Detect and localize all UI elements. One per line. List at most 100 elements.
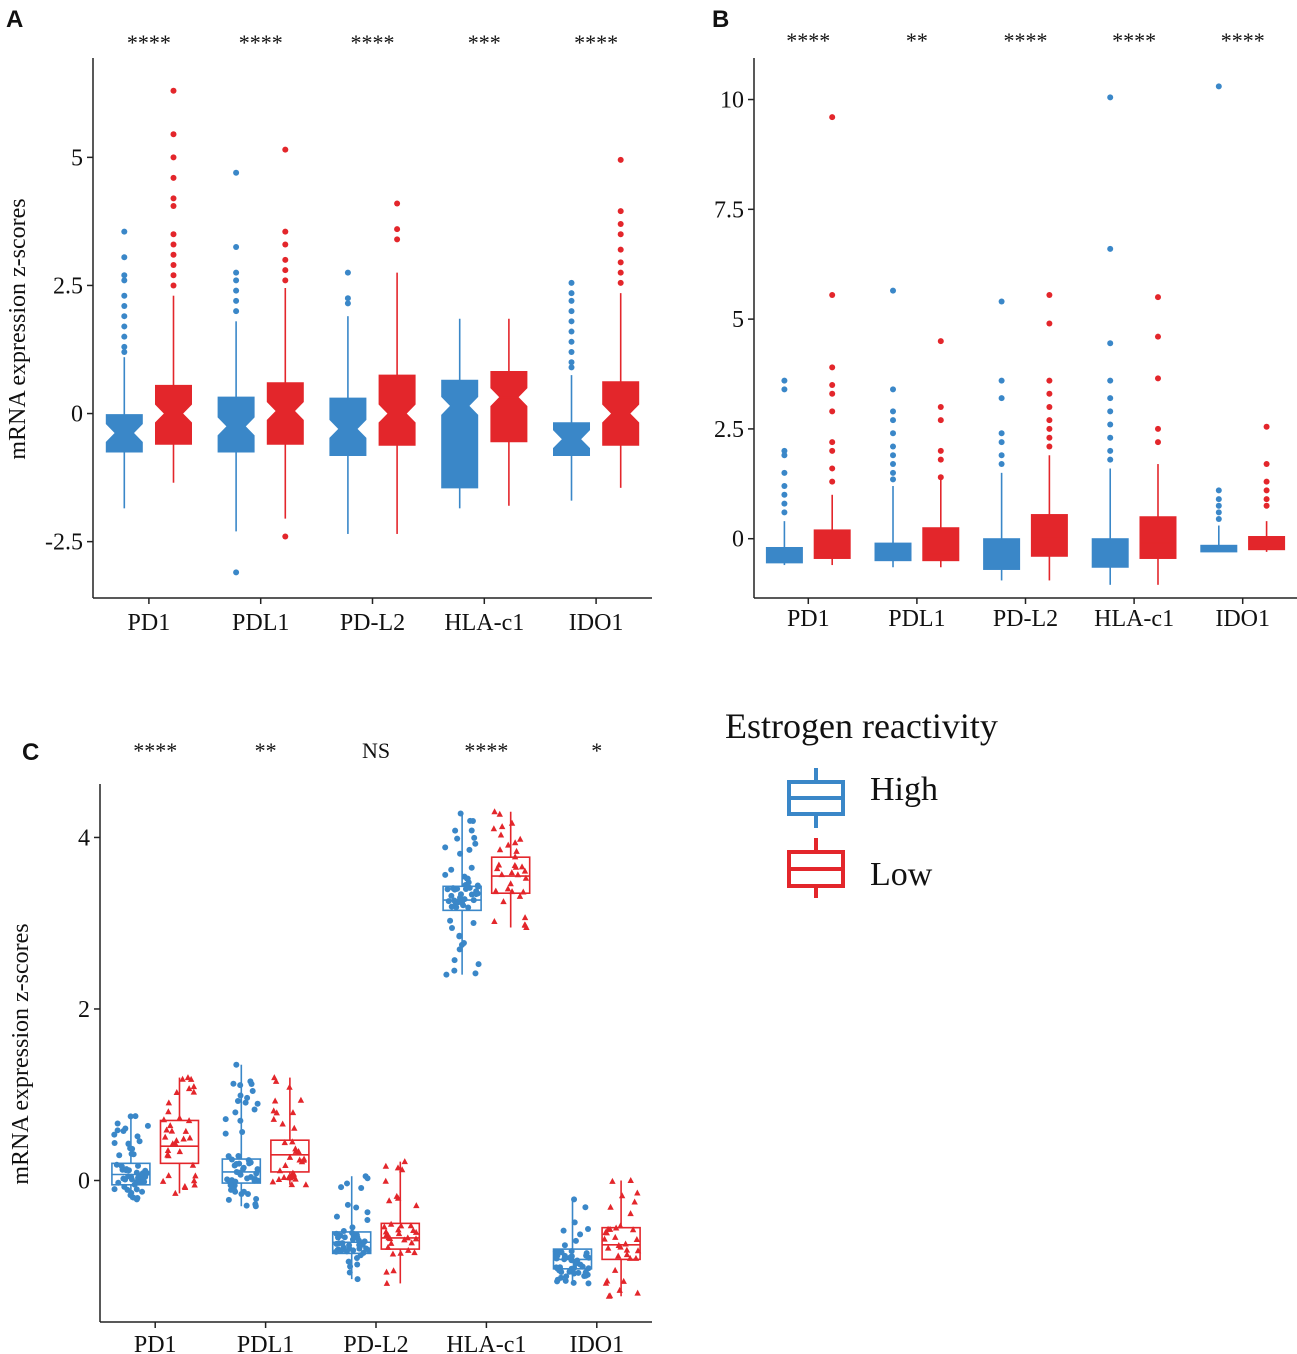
- jitter-point: [496, 810, 503, 817]
- outlier-point: [170, 154, 177, 161]
- jitter-point: [511, 839, 519, 846]
- jitter-point: [408, 1239, 415, 1246]
- jitter-point: [349, 1229, 356, 1236]
- jitter-point: [179, 1075, 186, 1082]
- jitter-point: [397, 1249, 404, 1256]
- jitter-point: [254, 1177, 261, 1184]
- outlier-point: [829, 390, 836, 397]
- jitter-point: [634, 1189, 641, 1196]
- box-high-ido1: [553, 279, 591, 501]
- outlier-point: [1107, 434, 1114, 441]
- outlier-point: [617, 156, 624, 163]
- jitter-point: [364, 1209, 371, 1216]
- jitter-point: [222, 1116, 229, 1123]
- jitter-point: [447, 917, 454, 924]
- jitter-point: [472, 840, 479, 847]
- x-tick-label: PD-L2: [343, 1332, 408, 1354]
- jitter-point: [133, 1186, 140, 1193]
- box-low-hla-c1: [490, 318, 528, 506]
- panel-a: A -2.5 0 2.5 5 mRNA expression z-scores PD1 ***…: [5, 6, 652, 636]
- jitter-point: [191, 1181, 198, 1188]
- jitter-point: [609, 1177, 616, 1184]
- jitter-point: [173, 1089, 180, 1096]
- outlier-point: [233, 277, 240, 284]
- outlier-point: [890, 430, 897, 437]
- jitter-point: [496, 846, 504, 853]
- x-tick-label: IDO1: [569, 610, 624, 636]
- jitter-point: [237, 1117, 244, 1124]
- jitter-point: [168, 1127, 176, 1134]
- outlier-point: [170, 241, 177, 248]
- outlier-point: [1107, 447, 1114, 454]
- outlier-point: [781, 483, 788, 490]
- outlier-point: [1154, 294, 1161, 301]
- jitter-point: [114, 1127, 121, 1134]
- jitter-point: [292, 1145, 299, 1152]
- outlier-point: [170, 131, 177, 138]
- outlier-point: [1263, 478, 1270, 485]
- jitter-point: [181, 1182, 189, 1189]
- outlier-point: [1046, 320, 1053, 327]
- jitter-point: [122, 1167, 129, 1174]
- outlier-point: [829, 478, 836, 485]
- outlier-point: [282, 241, 289, 248]
- jitter-point: [249, 1088, 256, 1095]
- outlier-point: [781, 386, 788, 393]
- jitter-point: [585, 1226, 592, 1233]
- jitter-point: [387, 1220, 395, 1227]
- jitter-point: [165, 1099, 173, 1106]
- jitter-point: [273, 1109, 280, 1116]
- significance-label: ****: [351, 30, 395, 55]
- jitter-point: [562, 1277, 569, 1284]
- jitter-point: [111, 1131, 118, 1138]
- jitter-point: [511, 862, 519, 869]
- jitter-point: [139, 1188, 146, 1195]
- jitter-point: [232, 1109, 239, 1116]
- x-tick-label: HLA-c1: [444, 610, 524, 636]
- jitter-point: [163, 1126, 170, 1133]
- jitter-point: [185, 1117, 193, 1124]
- outlier-point: [121, 254, 128, 261]
- jitter-point: [190, 1088, 198, 1095]
- outlier-point: [998, 452, 1005, 459]
- outlier-point: [568, 308, 575, 315]
- jitter-point: [448, 925, 455, 932]
- jitter-point: [468, 827, 475, 834]
- jitter-point: [384, 1243, 392, 1250]
- outlier-point: [121, 228, 128, 235]
- jitter-point: [160, 1116, 168, 1123]
- outlier-point: [1215, 83, 1222, 90]
- outlier-point: [1046, 403, 1053, 410]
- outlier-point: [998, 430, 1005, 437]
- jitter-point: [176, 1114, 183, 1121]
- jitter-point: [237, 1092, 244, 1099]
- jitter-point: [239, 1128, 246, 1135]
- jitter-point: [505, 841, 512, 848]
- jitter-point: [569, 1267, 576, 1274]
- jitter-point: [164, 1146, 172, 1153]
- jitter-point: [121, 1183, 128, 1190]
- jitter-point: [222, 1130, 229, 1137]
- jitter-point: [474, 882, 481, 889]
- box-body: [154, 384, 192, 445]
- outlier-point: [1107, 377, 1114, 384]
- jitter-point: [237, 1082, 244, 1089]
- jitter-point: [189, 1161, 197, 1168]
- y-tick-label: 5: [71, 145, 83, 171]
- significance-label: ****: [1112, 28, 1156, 53]
- jitter-point: [335, 1234, 342, 1241]
- jitter-point: [467, 817, 474, 824]
- x-tick-label: IDO1: [1215, 606, 1270, 632]
- jitter-point: [182, 1127, 190, 1134]
- outlier-point: [121, 333, 128, 340]
- outlier-point: [1263, 502, 1270, 509]
- jitter-point: [338, 1184, 345, 1191]
- jitter-point: [634, 1289, 641, 1296]
- jitter-point: [346, 1245, 353, 1252]
- y-tick-label: 2.5: [53, 273, 83, 299]
- outlier-point: [233, 269, 240, 276]
- jitter-point: [585, 1280, 592, 1287]
- jitter-point: [190, 1177, 198, 1184]
- box-body: [922, 527, 960, 562]
- jitter-point: [521, 867, 529, 874]
